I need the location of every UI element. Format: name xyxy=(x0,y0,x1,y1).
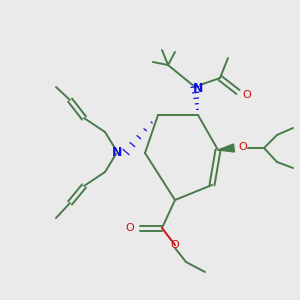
Polygon shape xyxy=(218,144,235,152)
Text: N: N xyxy=(112,146,122,160)
Text: O: O xyxy=(171,240,179,250)
Text: O: O xyxy=(243,90,251,100)
Text: O: O xyxy=(126,223,134,233)
Text: N: N xyxy=(193,82,203,94)
Text: O: O xyxy=(238,142,247,152)
